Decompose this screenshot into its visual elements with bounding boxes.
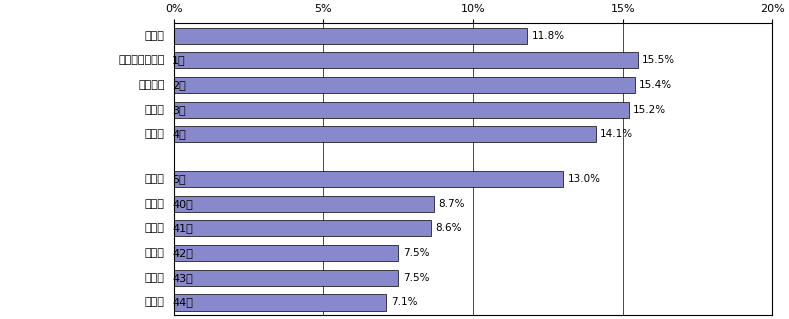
Text: つくば市: つくば市 [138,80,165,90]
Text: 東海村: 東海村 [144,130,165,139]
Bar [174,126,596,143]
Text: 15.2%: 15.2% [634,105,667,115]
Bar [174,77,634,93]
Text: 7.1%: 7.1% [391,298,417,308]
Text: 神栄市: 神栄市 [144,174,165,184]
Bar [174,102,629,118]
Text: 利根町: 利根町 [144,248,165,258]
Text: 42位: 42位 [172,248,193,258]
Text: 44位: 44位 [172,298,193,308]
Text: 河内町: 河内町 [144,298,165,308]
Bar [174,220,431,236]
Bar [174,52,638,68]
Text: 7.5%: 7.5% [402,273,429,283]
Text: 8.7%: 8.7% [439,199,465,209]
Bar [174,270,398,286]
Text: 7.5%: 7.5% [402,248,429,258]
Text: 3位: 3位 [172,105,185,115]
Text: 14.1%: 14.1% [600,130,634,139]
Text: 2位: 2位 [172,80,186,90]
Bar [174,294,386,310]
Text: 城里町: 城里町 [144,199,165,209]
Bar [174,196,434,211]
Text: 大子町: 大子町 [144,273,165,283]
Text: 5位: 5位 [172,174,185,184]
Text: 40位: 40位 [172,199,193,209]
Bar [174,171,563,187]
Text: 15.5%: 15.5% [642,55,675,65]
Bar [174,245,398,261]
Text: 全　県: 全 県 [144,31,165,41]
Text: 15.4%: 15.4% [639,80,672,90]
Text: 43位: 43位 [172,273,193,283]
Text: 41位: 41位 [172,223,193,233]
Text: 13.0%: 13.0% [567,174,600,184]
Bar [174,27,527,44]
Text: 1位: 1位 [172,55,185,65]
Text: 稲敷市: 稲敷市 [144,223,165,233]
Text: 8.6%: 8.6% [436,223,462,233]
Text: 11.8%: 11.8% [532,31,565,41]
Text: 守谷市: 守谷市 [144,105,165,115]
Text: 4位: 4位 [172,130,186,139]
Text: つくばみらい市: つくばみらい市 [118,55,165,65]
